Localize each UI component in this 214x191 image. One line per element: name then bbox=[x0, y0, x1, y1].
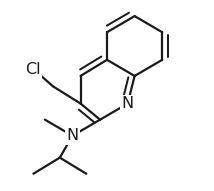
Text: Cl: Cl bbox=[25, 62, 41, 77]
Text: N: N bbox=[122, 96, 134, 111]
Text: N: N bbox=[66, 128, 79, 143]
